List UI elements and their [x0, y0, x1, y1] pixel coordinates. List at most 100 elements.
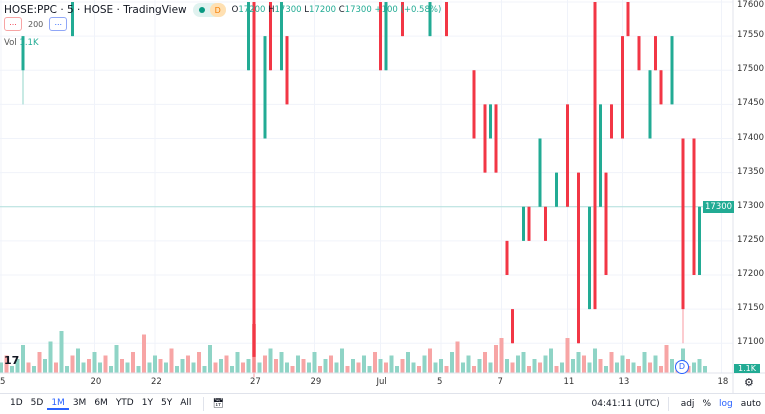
volume-bar	[54, 362, 58, 373]
volume-bar	[549, 348, 553, 373]
volume-bar	[114, 345, 119, 373]
range-button-ytd[interactable]: YTD	[115, 398, 134, 408]
volume-bar	[296, 355, 300, 373]
time-tick-label: 27	[250, 377, 261, 387]
chart-header: HOSE:PPC · 5 · HOSE · TradingView D O172…	[4, 3, 441, 17]
date-range-calendar-icon[interactable]: 📅︎	[212, 399, 224, 409]
volume-bar	[428, 348, 432, 373]
range-button-5y[interactable]: 5Y	[160, 398, 173, 408]
price-tick-label: 17600	[737, 0, 765, 10]
dividend-marker-icon[interactable]: D	[675, 360, 689, 374]
indicator-button-1[interactable]: ...	[4, 17, 22, 31]
price-tick-label: 17250	[737, 234, 765, 245]
volume-bar	[48, 341, 53, 373]
volume-bar	[37, 352, 42, 373]
range-button-all[interactable]: All	[180, 398, 192, 408]
indicator-row: ... 200 ...	[4, 17, 68, 31]
volume-bar	[70, 355, 75, 373]
volume-bar	[274, 359, 278, 373]
volume-bar	[285, 362, 289, 373]
volume-bar	[153, 355, 157, 373]
volume-bar	[213, 362, 218, 373]
volume-bar	[560, 362, 564, 373]
range-button-6m[interactable]: 6M	[94, 398, 108, 408]
candle-body	[280, 2, 283, 71]
range-button-3m[interactable]: 3M	[72, 398, 87, 408]
volume-bar	[697, 359, 702, 373]
volume-bar	[565, 338, 570, 373]
volume-bar	[532, 359, 537, 373]
volume-bar	[257, 362, 262, 373]
volume-bar	[158, 359, 163, 373]
volume-bar	[191, 362, 196, 373]
volume-bar	[378, 359, 383, 373]
settings-gear-icon[interactable]: ⚙	[744, 376, 754, 389]
candle-body	[626, 2, 630, 37]
range-button-1y[interactable]: 1Y	[141, 398, 153, 408]
volume-bar	[186, 355, 190, 373]
candle-body	[681, 138, 685, 310]
volume-bar	[483, 352, 487, 373]
range-button-1d[interactable]: 1D	[10, 398, 23, 408]
indicator-button-2[interactable]: ...	[49, 17, 68, 31]
adj-toggle[interactable]: adj	[680, 399, 695, 409]
volume-bar	[197, 352, 201, 373]
volume-bar	[444, 366, 449, 373]
volume-bar	[384, 362, 388, 373]
volume-bar	[373, 352, 377, 373]
volume-bar	[0, 362, 3, 373]
market-open-dot	[198, 7, 205, 13]
candle-body	[263, 36, 267, 139]
volume-bar	[202, 366, 207, 373]
volume-bar	[488, 362, 493, 373]
volume-bar	[670, 359, 674, 373]
volume-bar	[455, 341, 460, 373]
time-tick-label: 7	[497, 377, 503, 387]
candle-body	[599, 104, 602, 207]
price-tick-label: 17300	[737, 200, 765, 211]
volume-bar	[648, 362, 652, 373]
time-tick-label: 18	[717, 377, 729, 387]
auto-toggle[interactable]: auto	[740, 399, 761, 409]
volume-bar	[334, 362, 339, 373]
volume-bar	[169, 348, 174, 373]
volume-bar	[466, 355, 471, 373]
price-tick-label: 17500	[737, 64, 765, 75]
range-button-5d[interactable]: 5D	[30, 398, 44, 408]
volume-bar	[615, 362, 619, 373]
volume-bar	[587, 362, 592, 373]
range-button-1m[interactable]: 1M	[47, 398, 69, 410]
candle-body	[621, 36, 624, 139]
log-toggle[interactable]: log	[719, 399, 733, 409]
volume-bar	[692, 362, 696, 373]
volume-bar	[98, 362, 102, 373]
percent-toggle[interactable]: %	[702, 399, 711, 409]
candle-body	[588, 206, 591, 310]
volume-bar	[516, 355, 520, 373]
candle-body	[379, 2, 382, 71]
bottom-toolbar: 1D 5D 1M 3M 6M YTD 1Y 5Y All 📅︎ 04:41:11 (UTC) a…	[0, 393, 765, 414]
volume-bar	[406, 352, 410, 373]
volume-bar	[329, 355, 333, 373]
time-tick-label: 13	[618, 377, 630, 387]
candle-body	[544, 206, 547, 241]
market-status-badge[interactable]: D	[192, 3, 226, 17]
volume-bar	[593, 348, 597, 373]
candle-body	[654, 36, 657, 71]
candle-body	[692, 138, 696, 275]
clock[interactable]: 04:41:11 (UTC)	[591, 399, 660, 409]
candle-body	[21, 36, 25, 71]
volume-bar	[268, 348, 273, 373]
volume-bar	[389, 355, 394, 373]
tradingview-logo[interactable]: 17	[4, 354, 20, 367]
candlestick-chart[interactable]	[0, 0, 765, 393]
symbol-title[interactable]: HOSE:PPC · 5 · HOSE · TradingView	[4, 4, 187, 16]
volume-bar	[400, 359, 405, 373]
volume-bar	[224, 355, 229, 373]
time-tick-label: 20	[90, 377, 102, 387]
volume-bar	[417, 366, 421, 373]
volume-bar	[472, 366, 476, 373]
volume-bar	[131, 352, 135, 373]
volume-bar	[450, 352, 454, 373]
candle-body	[285, 36, 289, 105]
